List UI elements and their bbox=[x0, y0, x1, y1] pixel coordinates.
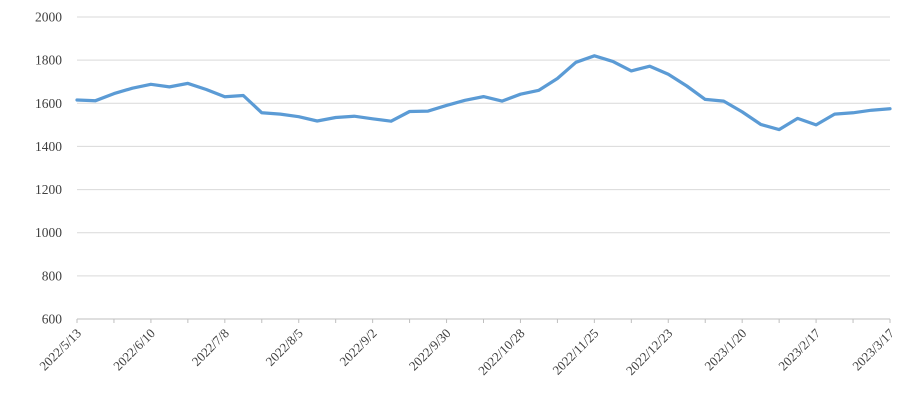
x-axis-tick-label: 2022/9/30 bbox=[406, 326, 454, 374]
y-axis-tick-label: 1000 bbox=[35, 225, 62, 240]
x-axis-tick-label: 2022/5/13 bbox=[36, 326, 84, 374]
x-axis-tick-label: 2022/8/5 bbox=[263, 326, 306, 369]
x-axis-tick-label: 2023/2/17 bbox=[775, 325, 823, 373]
x-axis-tick-label: 2022/7/8 bbox=[189, 326, 232, 369]
y-axis-tick-label: 1200 bbox=[35, 182, 62, 197]
x-axis-tick-label: 2022/10/28 bbox=[475, 326, 527, 378]
x-axis-tick-label: 2023/3/17 bbox=[849, 325, 897, 373]
y-axis-tick-label: 1800 bbox=[35, 53, 62, 68]
series-line bbox=[75, 54, 892, 132]
x-axis-tick-label: 2022/12/23 bbox=[623, 326, 675, 378]
y-axis-tick-label: 800 bbox=[42, 268, 63, 283]
x-axis-tick-label: 2022/6/10 bbox=[110, 326, 158, 374]
y-axis-tick-label: 2000 bbox=[35, 10, 62, 25]
x-axis-tick-label: 2022/11/25 bbox=[549, 326, 601, 378]
y-axis-tick-label: 1400 bbox=[35, 139, 62, 154]
y-axis-tick-label: 600 bbox=[42, 312, 63, 327]
y-axis-tick-label: 1600 bbox=[35, 96, 62, 111]
x-axis-tick-label: 2022/9/2 bbox=[336, 326, 379, 369]
x-axis-tick-label: 2023/1/20 bbox=[701, 326, 749, 374]
